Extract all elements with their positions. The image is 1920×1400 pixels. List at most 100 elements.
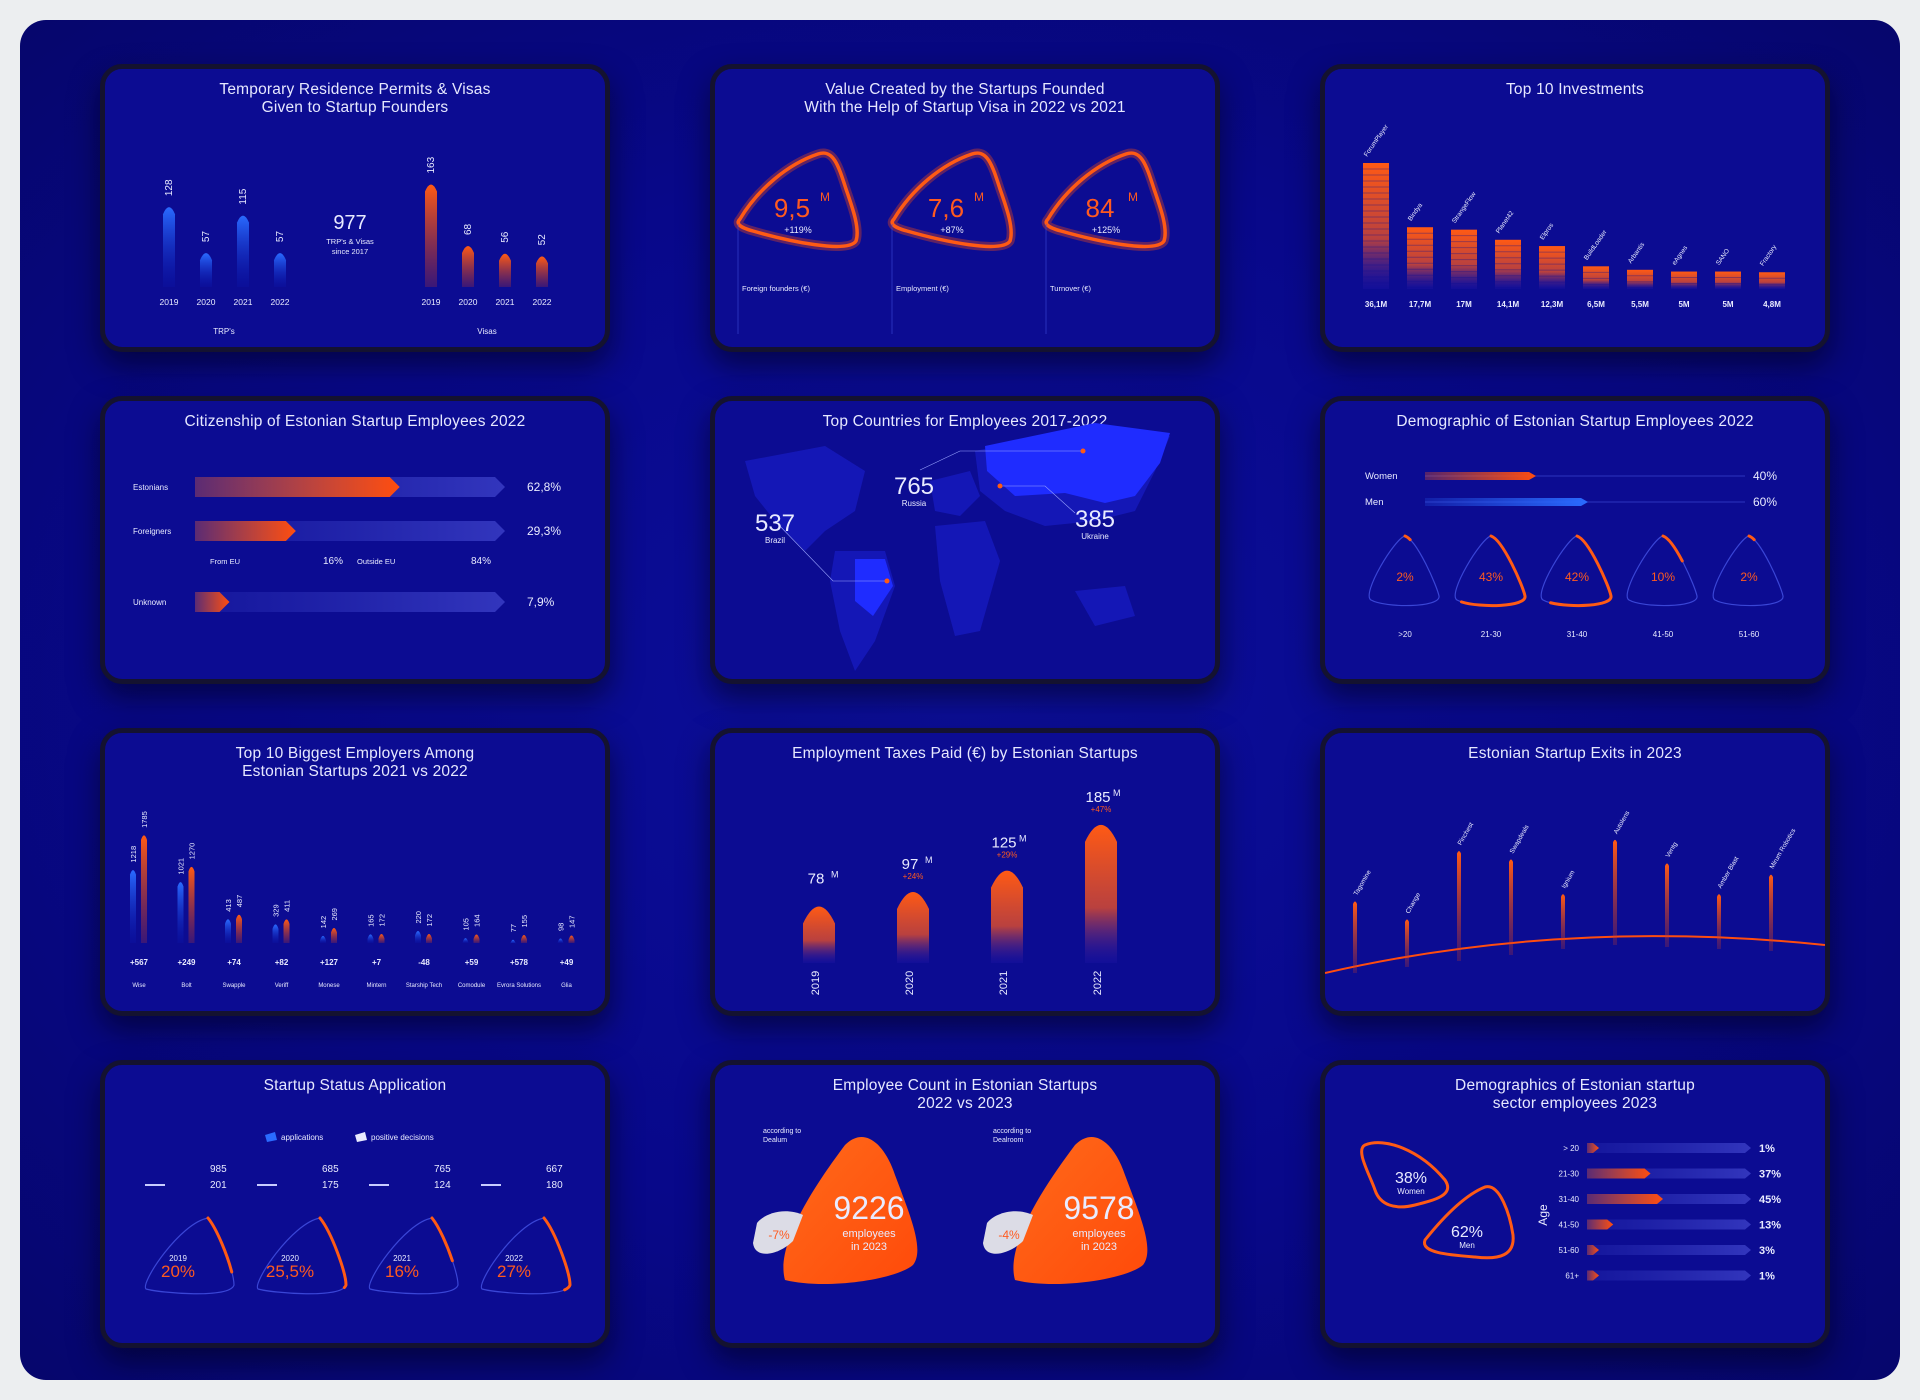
status-shape [368,1217,459,1295]
value-label: 164 [473,914,482,927]
age-value: 42% [1565,570,1589,584]
country-value: 765 [894,473,934,500]
card-residence-permits: Temporary Residence Permits & Visas Give… [100,64,610,352]
decisions-value: 201 [210,1180,227,1191]
startup-exits-chart: Tagomine Change Pinchest Swapdeals Ignium Aut… [1325,809,1825,974]
card-top-investments: Top 10 Investments ForumPlayer 36,1M Bindy… [1320,64,1830,352]
legend-marker-decisions [355,1132,367,1142]
card-citizenship: Citizenship of Estonian Startup Employee… [100,396,610,684]
exit-bar [1717,894,1721,949]
source-label: Dealroom [993,1137,1024,1144]
bar [1495,239,1521,289]
exit-bar [1613,839,1617,945]
exit-name: Change [1405,891,1423,915]
age-label: 51-60 [1559,1246,1580,1255]
bar [415,931,421,943]
bar [510,939,516,945]
value-label: 128 [164,179,175,196]
total-value: 977 [333,212,366,234]
source-label: according to [763,1128,801,1135]
age-shape [1626,535,1698,607]
age-bar [1587,1143,1599,1153]
value-label: 142 [319,916,328,929]
value-label: 125 [991,835,1016,852]
marker-russia [1080,448,1086,454]
age-label: 31-40 [1559,1195,1580,1204]
age-label: 61+ [1565,1272,1579,1281]
value-label: 57 [275,231,286,243]
card-biggest-employers: Top 10 Biggest Employers Among Estonian … [100,728,610,1016]
source-label: according to [993,1128,1031,1135]
value-label: 413 [224,899,233,912]
age-label: 41-50 [1653,630,1674,639]
exit-bar [1561,894,1565,949]
value-label: 98 [557,923,566,931]
change: +87% [940,225,963,235]
row-label: Estonians [133,483,168,492]
company-label: Wise [132,983,146,989]
marker-brazil [884,578,890,584]
year-label: 2020 [904,971,916,995]
year-label: 2021 [234,297,253,307]
bar [163,207,175,287]
investment-name: SANO [1715,248,1731,267]
bar [237,215,249,287]
change-label: +24% [903,872,924,881]
investment-name: Fractory [1759,243,1779,267]
change-label: +29% [997,851,1018,860]
exit-bar [1769,874,1773,951]
axis-label: Age [1536,1204,1550,1226]
year-label: 2020 [197,297,216,307]
value: 9,5 [774,193,810,223]
bar [1451,229,1477,289]
exit-name: Ventg [1665,841,1680,859]
row-value: 62,8% [527,480,561,494]
age-bar [1587,1168,1651,1179]
status-pct: 20% [161,1262,195,1281]
status-pct: 25,5% [266,1262,314,1281]
age-shape [1368,535,1440,607]
change-blob [983,1211,1033,1254]
value-label: 12,3M [1541,300,1564,309]
row-label: Unknown [133,598,166,607]
employee-caption: employees [842,1228,896,1240]
diff-label: +7 [372,958,382,967]
status-pct: 27% [497,1262,531,1281]
map-region-brazil [855,559,893,616]
value-label: 68 [463,223,474,235]
age-label: 51-60 [1739,630,1760,639]
age-bar [1587,1270,1599,1281]
value-label: 172 [425,914,434,927]
diff-label: +249 [177,958,196,967]
employee-caption: in 2023 [1081,1241,1117,1253]
age-track [1587,1219,1751,1230]
source-label: Dealum [763,1137,787,1144]
company-label: Starship Tech [406,983,442,989]
company-label: Comodule [458,983,486,989]
bar [473,934,480,943]
employee-caption: in 2023 [851,1241,887,1253]
value-unit: M [1128,190,1138,204]
bar [499,253,511,287]
change-blob [753,1211,803,1254]
decisions-value: 180 [546,1180,563,1191]
value-label: 269 [330,908,339,921]
value-label: 1021 [177,858,186,875]
value-unit: M [925,855,933,865]
value-label: 147 [568,916,577,929]
demographic-2022-chart: Women 40% Men 60% 2% >20 43% 21-30 42% 31-40 10% 41… [1365,469,1785,639]
card-title: Value Created by the Startups Founded Wi… [804,81,1126,116]
diff-label: +59 [465,958,479,967]
age-value: 1% [1759,1271,1775,1283]
bar [536,256,548,287]
value-label: 97 [902,856,919,873]
bar [274,253,286,287]
exit-bar [1509,859,1513,955]
age-label: 21-30 [1559,1170,1580,1179]
company-label: Veriff [275,983,289,989]
value-label: 17,7M [1409,300,1432,309]
exit-name: Amber Blast [1717,855,1741,889]
shape-outline [1044,151,1167,249]
country-label: Brazil [765,536,785,545]
